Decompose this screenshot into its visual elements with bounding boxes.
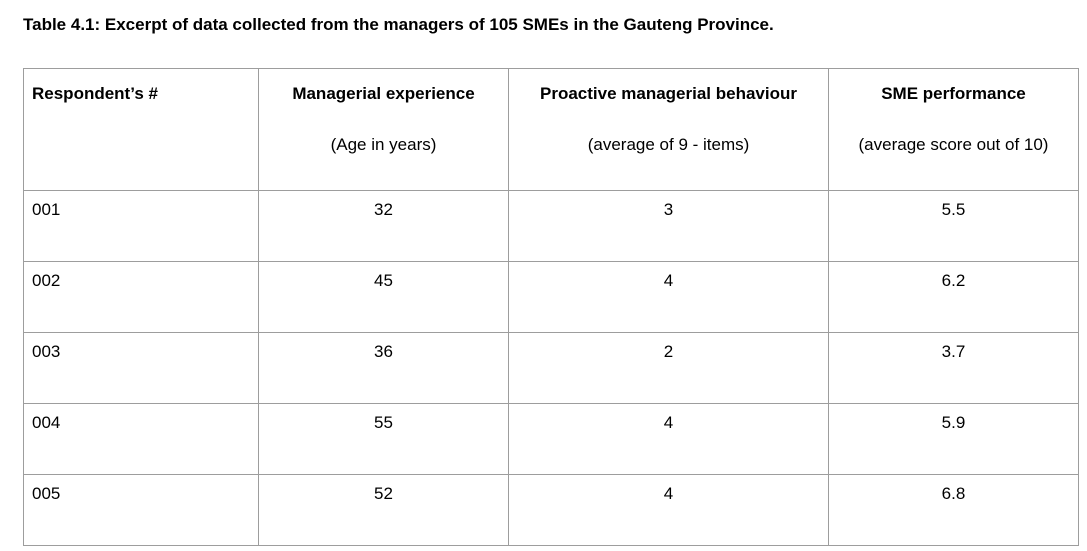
cell-respondent: 003 [23,332,259,404]
cell-performance: 6.2 [828,261,1079,333]
header-managerial-experience: Managerial experience (Age in years) [258,68,509,191]
cell-respondent: 002 [23,261,259,333]
cell-respondent: 001 [23,190,259,262]
table-caption: Table 4.1: Excerpt of data collected fro… [23,15,774,34]
cell-performance: 5.9 [828,403,1079,475]
cell-experience: 36 [258,332,509,404]
header-proactive-behaviour-label: Proactive managerial behaviour [540,84,797,103]
header-row: Respondent’s # Managerial experience (Ag… [23,68,1079,191]
cell-experience: 52 [258,474,509,546]
header-respondent-label: Respondent’s # [32,84,158,103]
cell-respondent: 005 [23,474,259,546]
cell-experience: 45 [258,261,509,333]
table-row: 004 55 4 5.9 [23,403,1079,475]
header-managerial-experience-label: Managerial experience [292,84,475,103]
cell-performance: 6.8 [828,474,1079,546]
header-respondent: Respondent’s # [23,68,259,191]
table-row: 003 36 2 3.7 [23,332,1079,404]
cell-performance: 5.5 [828,190,1079,262]
table-row: 002 45 4 6.2 [23,261,1079,333]
cell-behaviour: 4 [508,474,829,546]
cell-behaviour: 4 [508,261,829,333]
cell-performance: 3.7 [828,332,1079,404]
header-sme-performance-label: SME performance [881,84,1026,103]
table-row: 001 32 3 5.5 [23,190,1079,262]
header-sme-performance-sublabel: (average score out of 10) [858,135,1049,154]
table-row: 005 52 4 6.8 [23,474,1079,546]
cell-experience: 55 [258,403,509,475]
cell-behaviour: 4 [508,403,829,475]
header-sme-performance: SME performance (average score out of 10… [828,68,1079,191]
cell-experience: 32 [258,190,509,262]
cell-behaviour: 2 [508,332,829,404]
sme-data-table: Respondent’s # Managerial experience (Ag… [23,68,1079,546]
cell-behaviour: 3 [508,190,829,262]
header-proactive-behaviour-sublabel: (average of 9 - items) [587,135,750,154]
header-proactive-behaviour: Proactive managerial behaviour (average … [508,68,829,191]
header-managerial-experience-sublabel: (Age in years) [330,135,437,154]
cell-respondent: 004 [23,403,259,475]
